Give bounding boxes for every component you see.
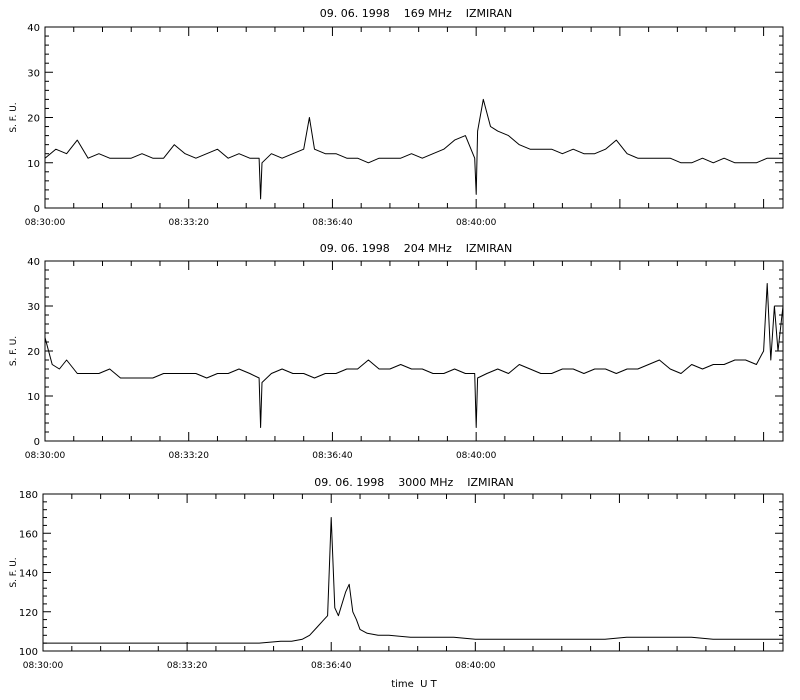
y-tick-label: 20 — [27, 347, 40, 358]
x-tick-label: 08:36:40 — [312, 451, 353, 461]
x-tick-label: 08:40:00 — [456, 451, 497, 461]
x-tick-label: 08:33:20 — [169, 218, 210, 228]
y-axis-label: S. F. U. — [9, 102, 19, 132]
panel-title: 09. 06. 1998 204 MHz IZMIRAN — [320, 242, 512, 255]
panel-3000mhz: 09. 06. 1998 3000 MHz IZMIRAN S. F. U. 1… — [9, 476, 784, 671]
x-tick-label: 08:36:40 — [312, 218, 353, 228]
x-tick-label: 08:36:40 — [311, 661, 352, 671]
y-tick-label: 30 — [27, 68, 40, 79]
y-tick-label: 140 — [19, 569, 38, 580]
x-axis-label: time U T — [391, 679, 437, 690]
panel-title: 09. 06. 1998 3000 MHz IZMIRAN — [314, 476, 513, 489]
y-tick-label: 180 — [19, 490, 38, 501]
y-tick-label: 120 — [19, 608, 38, 619]
y-tick-label: 20 — [27, 114, 40, 125]
series-line — [43, 517, 783, 644]
x-tick-label: 08:30:00 — [25, 218, 66, 228]
y-tick-label: 0 — [34, 437, 40, 448]
y-axis-label: S. F. U. — [9, 336, 19, 366]
x-tick-label: 08:40:00 — [456, 218, 497, 228]
y-tick-label: 0 — [34, 204, 40, 215]
y-tick-label: 40 — [27, 257, 40, 268]
y-tick-label: 10 — [27, 392, 40, 403]
chart-marks: 100 120 140 160 180 08:30:00 08:33:20 08:36:40 0… — [19, 490, 784, 671]
panel-204mhz: 09. 06. 1998 204 MHz IZMIRAN S. F. U. 0 1… — [9, 242, 784, 461]
x-tick-label: 08:30:00 — [25, 451, 66, 461]
y-axis-label: S. F. U. — [9, 557, 19, 587]
y-tick-label: 40 — [27, 23, 40, 34]
x-tick-label: 08:33:20 — [169, 451, 210, 461]
panel-title: 09. 06. 1998 169 MHz IZMIRAN — [320, 7, 512, 20]
panel-169mhz: 09. 06. 1998 169 MHz IZMIRAN S. F. U. 0 1… — [9, 7, 784, 228]
y-tick-label: 160 — [19, 529, 38, 540]
chart-marks: 0 10 20 30 40 08:30:00 08:33:20 08:36:40 08:40:0… — [25, 23, 784, 228]
y-tick-label: 10 — [27, 159, 40, 170]
chart-marks: 0 10 20 30 40 08:30:00 08:33:20 08:36:40 08:40:0… — [25, 257, 784, 461]
x-tick-label: 08:33:20 — [167, 661, 208, 671]
series-line — [44, 283, 784, 428]
x-tick-label: 08:30:00 — [23, 661, 64, 671]
series-line — [44, 98, 783, 200]
x-tick-label: 08:40:00 — [455, 661, 496, 671]
y-tick-label: 100 — [19, 647, 38, 658]
y-tick-label: 30 — [27, 302, 40, 313]
